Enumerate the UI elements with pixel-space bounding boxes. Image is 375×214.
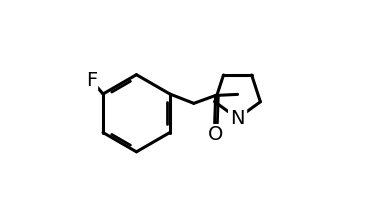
Text: N: N — [230, 109, 245, 128]
Text: O: O — [208, 125, 223, 144]
Text: F: F — [86, 71, 97, 90]
